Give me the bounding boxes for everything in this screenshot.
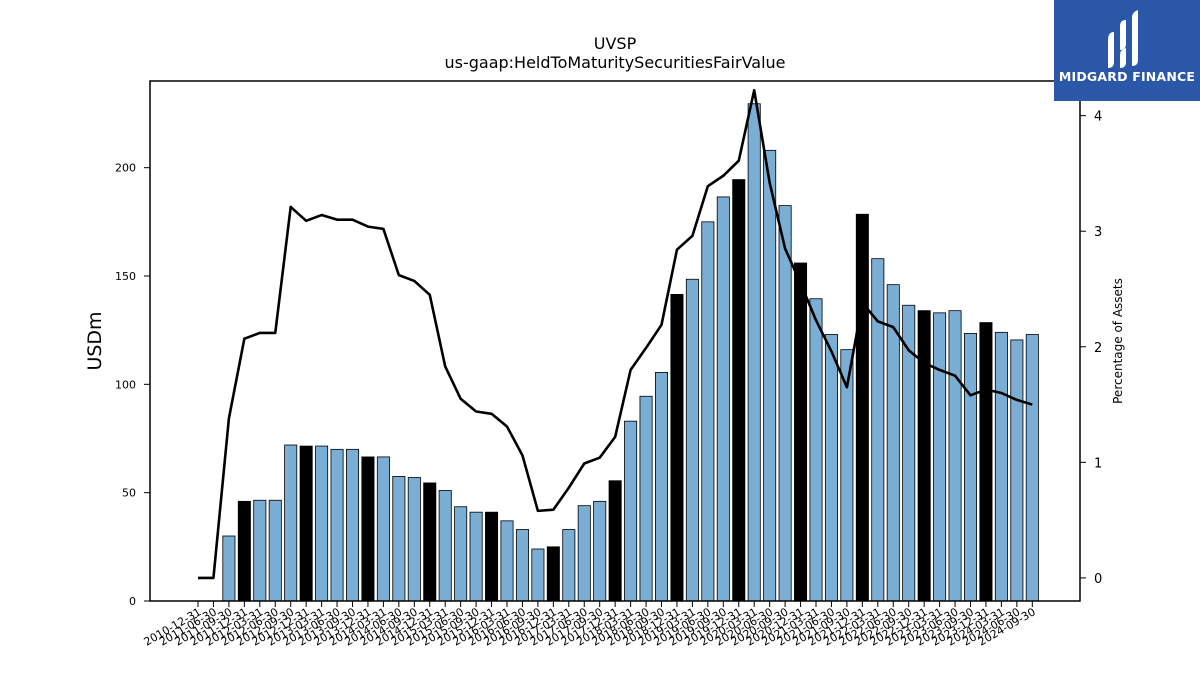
chart-title: UVSP [594,34,637,53]
bar-2014-06-30 [392,476,406,602]
bar-2016-09-30 [531,548,545,602]
y-tick-label: 200 [115,162,136,175]
y-axis-right: 0 1 2 3 4 [1080,110,1102,587]
bar-2020-09-30 [778,205,792,602]
bar-2012-03-31 [253,499,267,602]
bar-2021-12-31 [855,213,869,602]
y-tick-label: 50 [122,487,136,500]
y2-tick-label: 1 [1094,456,1102,471]
bar-2017-06-30 [577,505,591,602]
percentage-of-assets-line [198,88,1033,580]
bar-2015-03-31 [438,490,452,602]
bar-2015-09-30 [469,511,483,602]
x-axis: 2010-12-312011-06-302011-09-302011-12-31… [142,601,1038,649]
bar-2018-03-31 [624,420,638,602]
bar-2013-09-30 [345,448,359,602]
midgard-logo-icon [1108,10,1138,68]
bar-2024-06-30 [1010,339,1024,602]
bar-2015-06-30 [454,506,468,602]
bars-group [222,103,1039,602]
y2-tick-label: 3 [1094,225,1102,240]
y2-tick-label: 4 [1094,110,1102,125]
bar-2023-09-30 [964,333,978,602]
bar-2024-03-31 [994,331,1008,602]
bar-2023-03-31 [933,312,947,602]
bar-2012-06-30 [268,499,282,602]
y2-axis-label: Percentage of Assets [1111,278,1125,404]
line-group [198,88,1033,580]
brand-logo: MIDGARD FINANCE [1054,0,1200,101]
y2-tick-label: 2 [1094,341,1102,356]
y-axis-left: 0 50 100 150 200 [115,162,150,608]
bar-2013-03-31 [315,445,329,602]
bar-2022-12-31 [917,310,931,602]
bar-2012-12-31 [299,445,313,602]
bar-2015-12-31 [485,511,499,602]
bar-2016-06-30 [515,529,529,602]
y2-tick-label: 0 [1094,572,1102,587]
bar-2011-09-30 [222,535,236,602]
bar-2011-12-31 [237,500,251,602]
bar-2021-03-31 [809,298,823,602]
bar-2013-12-31 [361,456,375,602]
bar-2019-12-31 [732,179,746,602]
bar-2018-06-30 [639,395,653,602]
bar-2014-03-31 [376,456,390,602]
bar-2016-03-31 [500,520,514,602]
bar-2020-03-31 [747,103,761,602]
bar-2019-09-30 [716,196,730,602]
bar-2017-09-30 [593,500,607,602]
bar-2016-12-31 [546,546,560,602]
chart-subtitle: us-gaap:HeldToMaturitySecuritiesFairValu… [444,53,785,72]
bar-2020-06-30 [763,149,777,602]
bar-2022-03-31 [871,258,885,602]
bar-2017-12-31 [608,480,622,602]
bar-2019-06-30 [701,221,715,602]
bar-2017-03-31 [562,529,576,602]
bar-2014-09-30 [407,477,421,602]
bar-2019-03-31 [685,278,699,602]
bar-2012-09-30 [284,444,298,602]
bar-2024-09-30 [1025,334,1039,602]
bar-2021-06-30 [824,334,838,602]
bar-2018-09-30 [655,372,669,602]
bar-2018-12-31 [670,294,684,602]
bar-2023-12-31 [979,322,993,602]
bar-2023-06-30 [948,310,962,602]
y-tick-label: 100 [115,378,136,391]
y-tick-label: 150 [115,270,136,283]
brand-name: MIDGARD FINANCE [1058,69,1196,84]
bar-2020-12-31 [794,262,808,602]
bar-2014-12-31 [423,482,437,602]
y-tick-label: 0 [129,595,136,608]
y-axis-label: USDm [84,311,106,370]
bar-2013-06-30 [330,448,344,602]
